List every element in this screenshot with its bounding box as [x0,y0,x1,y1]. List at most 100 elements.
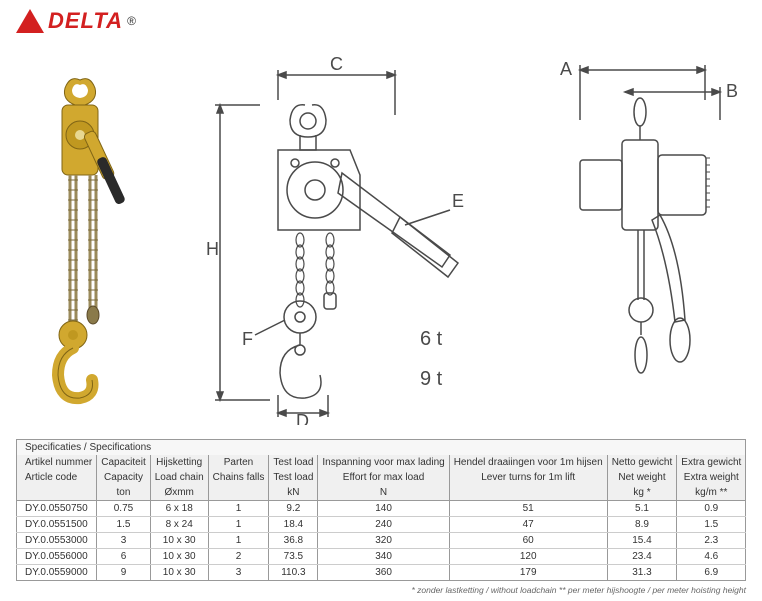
product-photo [20,70,160,410]
specifications-table: Specificaties / Specifications Artikel n… [16,439,746,581]
table-cell: 179 [449,565,607,581]
table-cell: 0.75 [97,501,150,517]
table-header-cell: Inspanning voor max lading [318,455,449,470]
table-row: DY.0.05507500.756 x 1819.2140515.10.9 [17,501,746,517]
table-cell: 9.2 [269,501,318,517]
table-header-cell: Extra gewicht [677,455,746,470]
table-header-cell: kg * [607,485,677,501]
table-header-cell: Extra weight [677,470,746,485]
table-body: DY.0.05507500.756 x 1819.2140515.10.9DY.… [17,501,746,581]
table-header-cell: Artikel nummer [17,455,97,470]
table-cell: DY.0.0551500 [17,517,97,533]
tons-label-9: 9 t [420,368,443,390]
table-header-units: tonØxmm kNNkg *kg/m ** [17,485,746,501]
logo-triangle-icon [16,9,44,33]
table-cell: 2 [208,549,269,565]
table-header-cell: Lever turns for 1m lift [449,470,607,485]
table-header-cell: Load chain [150,470,208,485]
table-cell: 110.3 [269,565,318,581]
table-cell: 1.5 [97,517,150,533]
table-header-cell: Test load [269,470,318,485]
table-cell: 8.9 [607,517,677,533]
table-cell: 5.1 [607,501,677,517]
table-cell: 320 [318,533,449,549]
table-header-cell [208,485,269,501]
table-cell: 73.5 [269,549,318,565]
table-cell: 18.4 [269,517,318,533]
table-footnote: * zonder lastketting / without loadchain… [411,585,746,595]
technical-drawing-side: C H E F D 6 t 9 t [200,55,480,425]
table-cell: 1 [208,533,269,549]
table-title: Specificaties / Specifications [17,440,746,456]
table-cell: 240 [318,517,449,533]
table-cell: 1.5 [677,517,746,533]
table-header-cell [449,485,607,501]
table-row: DY.0.05515001.58 x 24118.4240478.91.5 [17,517,746,533]
table-header-cell: N [318,485,449,501]
table-cell: 6 x 18 [150,501,208,517]
tons-label-6: 6 t [420,328,443,350]
table-cell: 1 [208,501,269,517]
table-header-cell: Hijsketting [150,455,208,470]
dim-label-a: A [560,59,572,79]
table-header-cell: Capacity [97,470,150,485]
technical-drawing-front: A B [530,50,740,420]
dim-label-f: F [242,329,253,349]
table-cell: 360 [318,565,449,581]
table-cell: 0.9 [677,501,746,517]
table-cell: 3 [97,533,150,549]
table-row: DY.0.0559000910 x 303110.336017931.36.9 [17,565,746,581]
table-cell: 10 x 30 [150,549,208,565]
table-header-cell: kN [269,485,318,501]
dim-label-d: D [296,411,309,425]
table-header-cell: Test load [269,455,318,470]
dim-label-e: E [452,191,464,211]
table-header-cell: Effort for max load [318,470,449,485]
table-cell: 140 [318,501,449,517]
table-cell: 340 [318,549,449,565]
table-cell: 51 [449,501,607,517]
table-row: DY.0.0553000310 x 30136.83206015.42.3 [17,533,746,549]
table-header-nl: Artikel nummerCapaciteitHijskettingParte… [17,455,746,470]
table-cell: DY.0.0553000 [17,533,97,549]
diagrams-area: C H E F D 6 t 9 t [0,50,762,430]
table-cell: 31.3 [607,565,677,581]
table-cell: 10 x 30 [150,565,208,581]
table-header-cell: Net weight [607,470,677,485]
table-cell: DY.0.0550750 [17,501,97,517]
table-cell: 8 x 24 [150,517,208,533]
table-cell: 15.4 [607,533,677,549]
table-cell: 60 [449,533,607,549]
table-cell: 9 [97,565,150,581]
logo-text: DELTA [48,8,123,34]
table-header-cell: Hendel draaiingen voor 1m hijsen [449,455,607,470]
table-header-cell: Netto gewicht [607,455,677,470]
table-cell: 47 [449,517,607,533]
delta-logo: DELTA ® [16,8,136,34]
logo-registered: ® [127,14,136,28]
table-header-cell: Øxmm [150,485,208,501]
table-cell: 4.6 [677,549,746,565]
table-header-cell: kg/m ** [677,485,746,501]
table-cell: DY.0.0559000 [17,565,97,581]
table-header-en: Article codeCapacityLoad chainChains fal… [17,470,746,485]
table-header-cell: Article code [17,470,97,485]
dim-label-h: H [206,239,219,259]
table-header-cell: ton [97,485,150,501]
dim-label-b: B [726,81,738,101]
table-cell: DY.0.0556000 [17,549,97,565]
dim-label-c: C [330,55,343,74]
table-cell: 3 [208,565,269,581]
table-cell: 10 x 30 [150,533,208,549]
table-cell: 6 [97,549,150,565]
table-header-cell: Chains falls [208,470,269,485]
table-header-cell: Capaciteit [97,455,150,470]
table-row: DY.0.0556000610 x 30273.534012023.44.6 [17,549,746,565]
table-cell: 1 [208,517,269,533]
table-header-cell: Parten [208,455,269,470]
table-cell: 6.9 [677,565,746,581]
table-cell: 120 [449,549,607,565]
table-cell: 36.8 [269,533,318,549]
table-cell: 23.4 [607,549,677,565]
table-cell: 2.3 [677,533,746,549]
